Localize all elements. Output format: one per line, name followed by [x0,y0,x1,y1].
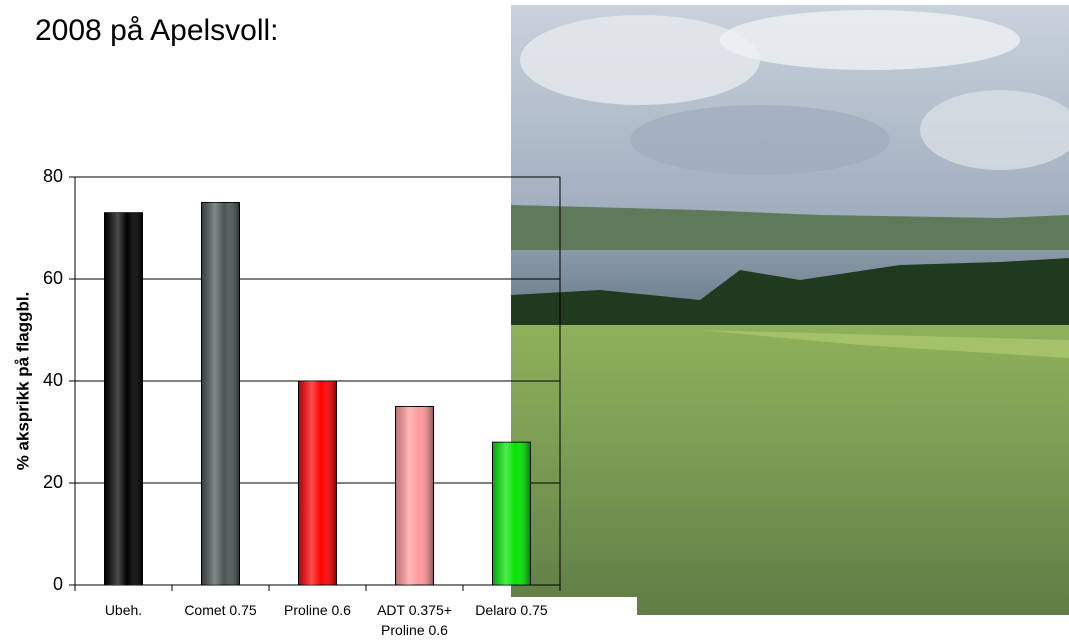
y-tick-label: 60 [43,268,63,288]
x-tick-label: Delaro 0.75 [460,600,564,620]
bar [299,381,337,585]
x-tick-label: Ubeh. [72,600,176,620]
y-tick-label: 80 [43,166,63,186]
chart: 2008 på Apelsvoll: % aksprikk på flaggbl… [0,0,1069,643]
y-tick-label: 20 [43,472,63,492]
y-tick-label: 0 [53,574,63,594]
bar [202,203,240,586]
y-axis-label: % aksprikk på flaggbl. [13,292,32,471]
x-tick-label: Proline 0.6 [266,600,370,620]
y-tick-label: 40 [43,370,63,390]
x-tick-label: Comet 0.75 [169,600,273,620]
slide: 2008 på Apelsvoll: % aksprikk på flaggbl… [0,0,1069,643]
slide-title: 2008 på Apelsvoll: [35,14,279,47]
photo [511,5,1069,615]
x-tick-label: ADT 0.375+ Proline 0.6 [363,600,467,640]
bar [493,442,531,585]
bar [396,407,434,586]
bar [105,213,143,585]
